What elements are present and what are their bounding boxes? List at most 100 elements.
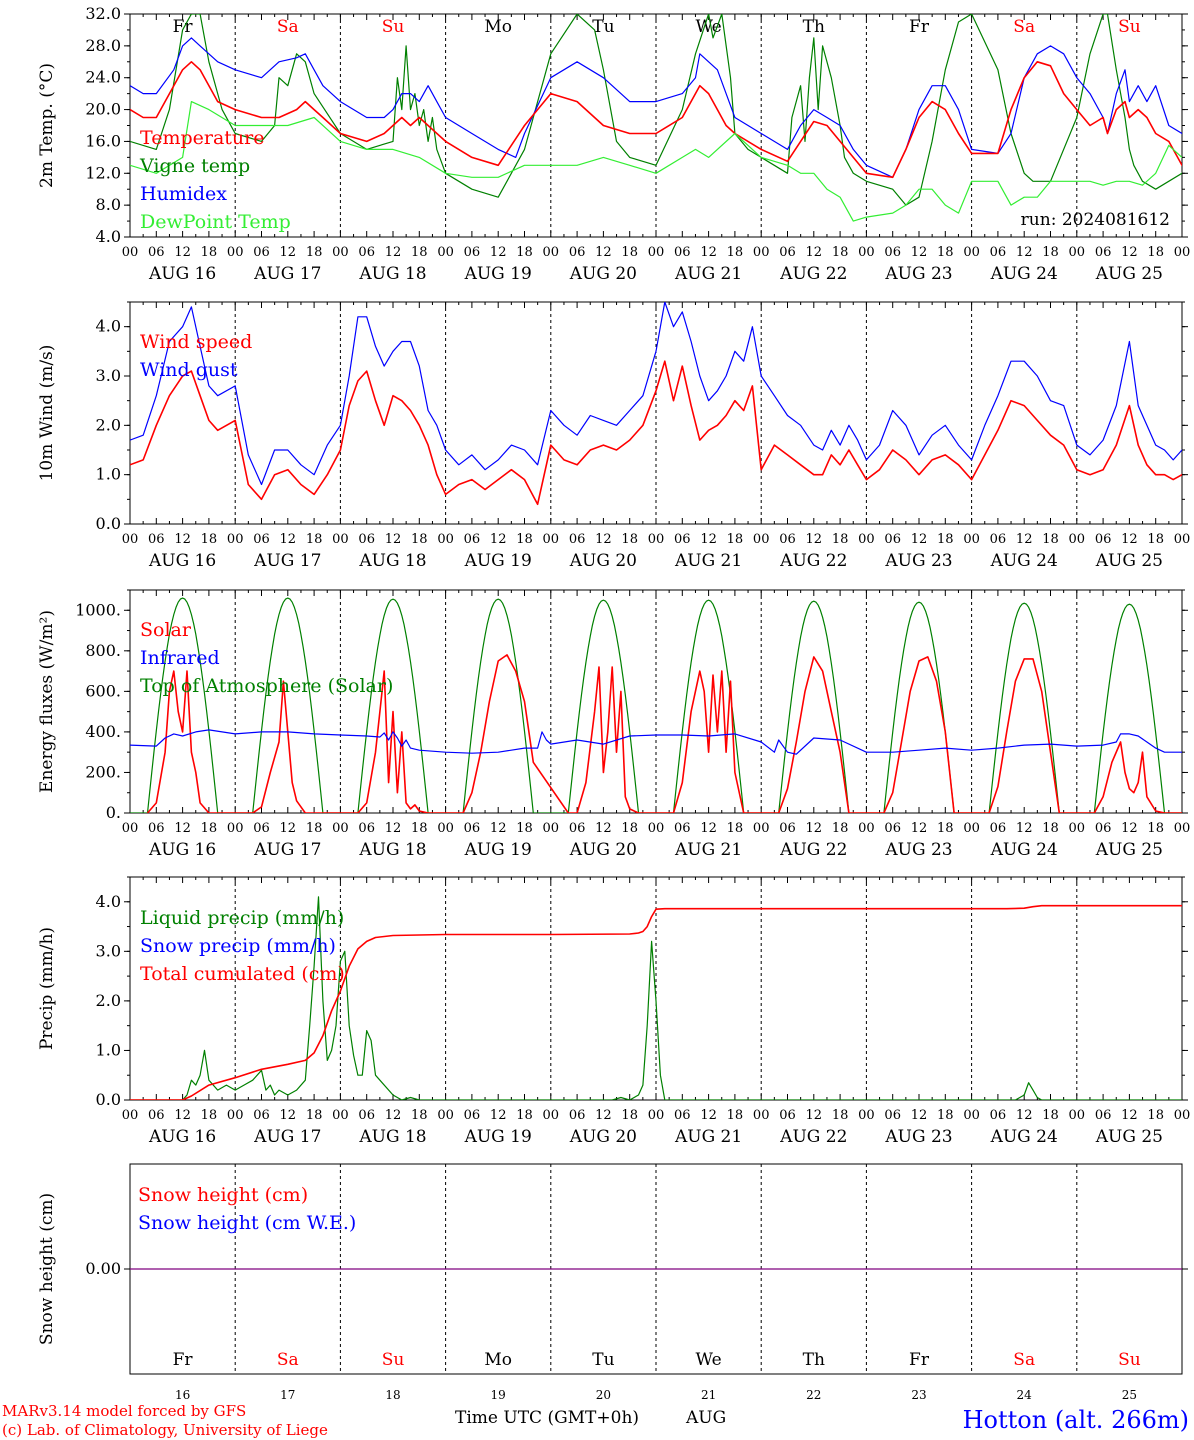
series-line-dewpoint-temp <box>130 101 1182 222</box>
hour-tick-label: 00 <box>1174 1108 1191 1123</box>
hour-tick-label: 12 <box>174 532 191 547</box>
hour-tick-label: 12 <box>174 245 191 260</box>
hour-tick-label: 12 <box>911 1108 928 1123</box>
hour-tick-label: 18 <box>306 245 323 260</box>
hour-tick-label: 18 <box>727 532 744 547</box>
date-label: AUG 20 <box>569 551 637 571</box>
hour-tick-label: 12 <box>911 245 928 260</box>
hour-tick-label: 06 <box>990 1108 1007 1123</box>
series-line-vigne-temp <box>130 14 1182 206</box>
hour-tick-label: 00 <box>332 532 349 547</box>
series-group <box>130 597 1182 813</box>
hour-tick-label: 06 <box>674 821 691 836</box>
hour-tick-label: 00 <box>227 245 244 260</box>
legend-entry: Infrared <box>140 647 220 669</box>
hour-tick-label: 00 <box>648 245 665 260</box>
date-label: AUG 24 <box>990 1127 1058 1147</box>
plot-frame <box>129 589 1183 814</box>
hour-tick-label: 18 <box>1042 1108 1059 1123</box>
hour-tick-label: 18 <box>411 532 428 547</box>
y-axis-label: Precip (mm/h) <box>37 927 57 1050</box>
hour-tick-label: 18 <box>727 821 744 836</box>
hour-tick-label: 06 <box>779 821 796 836</box>
hour-tick-label: 06 <box>148 532 165 547</box>
weekday-label: We <box>696 17 722 37</box>
hour-tick-label: 00 <box>543 1108 560 1123</box>
date-label: AUG 22 <box>779 551 847 571</box>
series-line-temperature <box>130 61 1182 179</box>
weekday-label: Fr <box>909 1350 930 1370</box>
hour-tick-label: 06 <box>569 821 586 836</box>
hour-tick-label: 06 <box>674 532 691 547</box>
hour-tick-label: 18 <box>306 1108 323 1123</box>
y-tick-label: 1000. <box>75 600 121 619</box>
hour-tick-label: 12 <box>490 245 507 260</box>
station-name: Hotton (alt. 266m) <box>963 1406 1189 1434</box>
date-label: AUG 21 <box>674 840 742 860</box>
day-number-label: 19 <box>491 1388 506 1402</box>
hour-tick-label: 12 <box>700 532 717 547</box>
hour-tick-label: 06 <box>253 821 270 836</box>
hour-tick-label: 06 <box>464 532 481 547</box>
weekday-label: Su <box>1118 17 1141 37</box>
date-label: AUG 16 <box>148 1127 216 1147</box>
hour-tick-label: 12 <box>1121 821 1138 836</box>
hour-tick-label: 12 <box>385 532 402 547</box>
hour-tick-label: 06 <box>779 245 796 260</box>
hour-tick-label: 06 <box>884 532 901 547</box>
date-label: AUG 20 <box>569 1127 637 1147</box>
hour-tick-label: 18 <box>621 532 638 547</box>
hour-tick-label: 12 <box>1016 1108 1033 1123</box>
hour-tick-label: 00 <box>437 821 454 836</box>
date-label: AUG 25 <box>1095 551 1163 571</box>
legend-entry: Wind gust <box>140 359 238 381</box>
hour-tick-label: 18 <box>937 1108 954 1123</box>
date-label: AUG 24 <box>990 264 1058 284</box>
hour-tick-label: 12 <box>806 821 823 836</box>
y-tick-label: 2.0 <box>96 991 121 1010</box>
legend-entry: Total cumulated (cm) <box>140 963 345 985</box>
hour-tick-label: 00 <box>963 532 980 547</box>
hour-tick-label: 18 <box>411 245 428 260</box>
hour-tick-label: 12 <box>174 1108 191 1123</box>
hour-tick-label: 12 <box>280 532 297 547</box>
hour-tick-label: 18 <box>832 245 849 260</box>
hour-tick-label: 12 <box>1121 532 1138 547</box>
legend-entry: Snow precip (mm/h) <box>140 935 336 957</box>
hour-tick-label: 06 <box>990 821 1007 836</box>
hour-tick-label: 06 <box>1095 532 1112 547</box>
hour-tick-label: 18 <box>1147 245 1164 260</box>
hour-tick-label: 06 <box>148 1108 165 1123</box>
hour-tick-label: 00 <box>1174 245 1191 260</box>
date-label: AUG 18 <box>358 264 426 284</box>
hour-tick-label: 18 <box>201 245 218 260</box>
hour-tick-label: 12 <box>595 821 612 836</box>
hour-tick-label: 12 <box>385 1108 402 1123</box>
y-tick-label: 4.0 <box>96 892 121 911</box>
hour-tick-label: 12 <box>490 532 507 547</box>
hour-tick-label: 06 <box>779 532 796 547</box>
hour-tick-label: 12 <box>490 1108 507 1123</box>
weekday-label: Su <box>1118 1350 1141 1370</box>
hour-tick-label: 12 <box>385 245 402 260</box>
series-line-wind-gust <box>130 302 1182 486</box>
hour-tick-label: 12 <box>595 1108 612 1123</box>
legend-entry: Vigne temp <box>139 155 250 177</box>
credit-lab: (c) Lab. of Climatology, University of L… <box>2 1421 328 1439</box>
y-tick-label: 2.0 <box>96 415 121 434</box>
date-label: AUG 21 <box>674 1127 742 1147</box>
date-label: AUG 17 <box>253 1127 321 1147</box>
day-number-label: 24 <box>1017 1388 1033 1402</box>
date-label: AUG 23 <box>884 264 952 284</box>
date-label: AUG 22 <box>779 264 847 284</box>
hour-tick-label: 12 <box>1121 1108 1138 1123</box>
hour-tick-label: 00 <box>648 821 665 836</box>
date-label: AUG 23 <box>884 551 952 571</box>
hour-tick-label: 00 <box>437 1108 454 1123</box>
hour-tick-label: 18 <box>1042 245 1059 260</box>
hour-tick-label: 18 <box>201 532 218 547</box>
date-label: AUG 16 <box>148 840 216 860</box>
hour-tick-label: 18 <box>832 821 849 836</box>
date-label: AUG 17 <box>253 840 321 860</box>
